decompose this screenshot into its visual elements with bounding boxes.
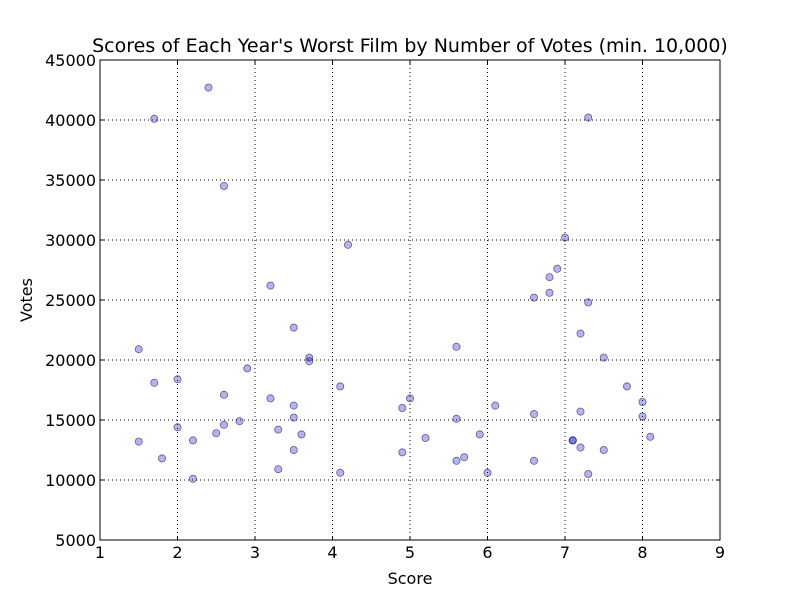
data-point: [530, 409, 539, 418]
data-point: [289, 401, 298, 410]
data-point: [157, 454, 166, 463]
data-point: [545, 288, 554, 297]
data-point: [235, 417, 244, 426]
data-point: [623, 382, 632, 391]
y-tick-label: 15000: [45, 411, 96, 430]
data-point: [150, 378, 159, 387]
x-tick-label: 8: [637, 543, 647, 562]
data-point: [405, 394, 414, 403]
data-point: [584, 113, 593, 122]
data-point: [638, 397, 647, 406]
x-tick-label: 9: [715, 543, 725, 562]
data-point: [219, 420, 228, 429]
data-point: [452, 456, 461, 465]
x-tick-label: 5: [405, 543, 415, 562]
data-point: [491, 401, 500, 410]
data-point: [584, 469, 593, 478]
data-point: [134, 437, 143, 446]
x-tick-label: 1: [95, 543, 105, 562]
data-point: [421, 433, 430, 442]
data-point: [305, 357, 314, 366]
data-point: [460, 453, 469, 462]
data-point: [545, 273, 554, 282]
x-tick-label: 2: [172, 543, 182, 562]
data-point: [274, 465, 283, 474]
y-tick-label: 30000: [45, 231, 96, 250]
data-point: [561, 233, 570, 242]
y-tick-label: 10000: [45, 471, 96, 490]
data-point: [297, 430, 306, 439]
data-point: [219, 181, 228, 190]
data-point: [188, 474, 197, 483]
data-point: [599, 353, 608, 362]
y-tick-label: 5000: [55, 531, 96, 550]
y-tick-label: 35000: [45, 171, 96, 190]
axis-ticks: [99, 59, 721, 541]
data-point: [576, 443, 585, 452]
data-point: [452, 342, 461, 351]
data-point: [150, 114, 159, 123]
data-point: [576, 329, 585, 338]
x-axis-title: Score: [388, 569, 433, 588]
y-tick-labels: 5000 10000 15000 20000 25000 30000 35000 40000 4…: [45, 51, 96, 550]
data-point: [576, 407, 585, 416]
data-point: [336, 468, 345, 477]
data-point: [553, 264, 562, 273]
data-point: [173, 375, 182, 384]
y-tick-label: 45000: [45, 51, 96, 70]
data-point: [530, 293, 539, 302]
chart-title: Scores of Each Year's Worst Film by Numb…: [92, 35, 728, 57]
data-point: [398, 403, 407, 412]
data-point: [343, 240, 352, 249]
data-point: [475, 430, 484, 439]
data-point: [483, 468, 492, 477]
data-point: [188, 436, 197, 445]
data-point: [289, 323, 298, 332]
x-tick-label: 3: [250, 543, 260, 562]
data-point: [568, 436, 577, 445]
data-point: [336, 382, 345, 391]
data-point: [219, 390, 228, 399]
data-point: [212, 429, 221, 438]
x-tick-labels: 1 2 3 4 5 6 7 8 9: [95, 543, 725, 562]
y-tick-label: 25000: [45, 291, 96, 310]
y-tick-label: 40000: [45, 111, 96, 130]
data-point: [266, 281, 275, 290]
data-point: [452, 414, 461, 423]
data-point: [289, 413, 298, 422]
x-tick-label: 4: [327, 543, 337, 562]
data-points: [134, 83, 655, 483]
data-point: [134, 345, 143, 354]
data-point: [173, 423, 182, 432]
data-point: [638, 412, 647, 421]
x-tick-label: 7: [560, 543, 570, 562]
data-point: [243, 364, 252, 373]
data-point: [266, 394, 275, 403]
data-point: [599, 445, 608, 454]
data-point: [584, 298, 593, 307]
data-point: [530, 456, 539, 465]
y-axis-title: Votes: [17, 278, 36, 322]
data-point: [204, 83, 213, 92]
y-tick-label: 20000: [45, 351, 96, 370]
data-point: [289, 445, 298, 454]
data-point: [274, 425, 283, 434]
data-point: [646, 432, 655, 441]
data-point: [398, 448, 407, 457]
x-tick-label: 6: [482, 543, 492, 562]
gridlines: [100, 60, 720, 540]
